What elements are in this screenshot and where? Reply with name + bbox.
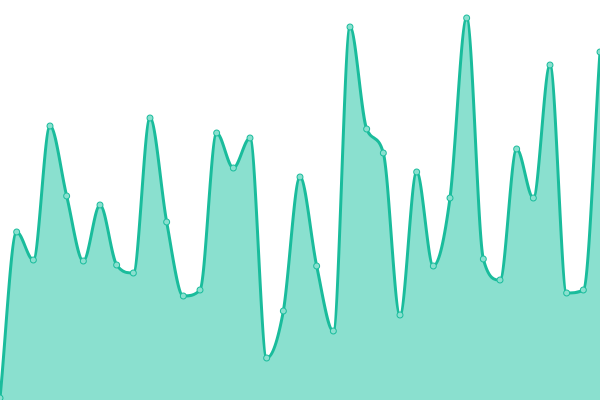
data-point [79,257,87,265]
data-point [513,145,521,153]
data-point [196,286,204,294]
data-point [63,192,71,200]
data-point [46,122,54,130]
data-points [0,14,600,400]
data-point [446,194,454,202]
data-point [179,292,187,300]
area-fill [0,18,600,400]
data-point [529,194,537,202]
data-point [596,48,600,56]
data-point [429,262,437,270]
data-point [396,311,404,319]
data-point [329,327,337,335]
data-point [29,256,37,264]
data-point [129,269,137,277]
data-point [379,149,387,157]
data-point [463,14,471,22]
data-point [346,23,354,31]
data-point [229,164,237,172]
data-point [313,262,321,270]
data-point [113,261,121,269]
data-point [363,125,371,133]
data-point [413,168,421,176]
data-point [296,173,304,181]
series-line [0,16,600,399]
data-point [246,134,254,142]
data-point [563,289,571,297]
data-point [96,201,104,209]
data-point [279,307,287,315]
data-point [546,61,554,69]
data-point [13,228,21,236]
data-point [146,114,154,122]
data-point [163,218,171,226]
data-point [496,276,504,284]
data-point [579,286,587,294]
data-point [213,129,221,137]
data-point [0,394,4,400]
data-point [479,255,487,263]
data-point [263,354,271,362]
